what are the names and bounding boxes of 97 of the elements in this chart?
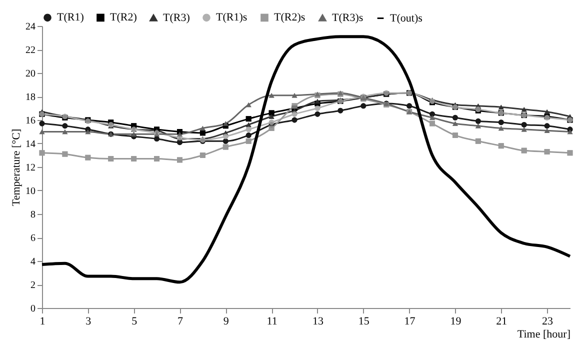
y-axis-title: Temperature [°C] [10, 128, 22, 206]
point [360, 103, 366, 109]
point [200, 130, 206, 136]
point [222, 138, 228, 144]
y-tick-label: 8 [30, 210, 36, 220]
point [430, 120, 435, 126]
point [246, 132, 252, 138]
point [131, 156, 137, 162]
point [475, 118, 481, 124]
point [498, 120, 504, 126]
point [521, 122, 527, 128]
point [268, 114, 274, 119]
point [292, 92, 298, 98]
x-tick-label: 3 [86, 316, 92, 328]
point [475, 124, 481, 128]
point [292, 103, 298, 109]
y-tick-label: 4 [30, 256, 36, 268]
point [521, 148, 527, 154]
point [200, 126, 206, 131]
point [314, 111, 320, 117]
point [246, 122, 252, 128]
point [430, 115, 435, 120]
point [108, 156, 114, 162]
point [62, 129, 68, 134]
point [85, 154, 91, 160]
point [314, 98, 320, 104]
y-tick-label: 16 [26, 116, 36, 126]
y-tick-label: 0 [30, 304, 36, 314]
legend-label: T(R1)s [216, 12, 248, 24]
x-tick-label: 15 [358, 316, 370, 328]
point [268, 92, 274, 98]
legend-label: T(R3)s [332, 12, 364, 24]
y-tick-label: 22 [26, 45, 36, 56]
point [177, 157, 182, 163]
point [222, 134, 228, 140]
point [246, 116, 252, 122]
legend-label: T(out)s [390, 12, 422, 24]
point [338, 108, 344, 114]
point [154, 136, 160, 142]
y-tick-label: 20 [26, 68, 36, 80]
point [521, 127, 527, 132]
point [39, 129, 45, 134]
point [567, 150, 573, 156]
x-axis-title: Time [hour] [517, 328, 570, 340]
y-tick-label: 18 [26, 92, 36, 103]
point [498, 143, 504, 149]
point [544, 128, 550, 133]
point [567, 129, 573, 134]
point [39, 120, 45, 126]
point [544, 109, 550, 114]
point [222, 144, 228, 150]
y-tick-label: 2 [30, 280, 36, 291]
point [222, 121, 228, 126]
x-tick-label: 13 [312, 316, 324, 328]
point [498, 126, 504, 131]
point [62, 123, 68, 129]
point [200, 152, 206, 158]
point [430, 111, 435, 117]
x-tick-label: 7 [177, 316, 184, 328]
point [246, 138, 252, 144]
point [246, 126, 252, 132]
point [268, 125, 274, 131]
x-tick-label: 23 [542, 316, 554, 328]
x-tick-label: 5 [132, 316, 138, 328]
x-tick-label: 1 [40, 316, 46, 328]
x-tick-label: 19 [450, 316, 462, 328]
point [85, 129, 91, 134]
x-tick-label: 17 [404, 316, 416, 328]
point [452, 114, 458, 120]
point [177, 132, 182, 136]
point [314, 106, 320, 111]
point [268, 110, 274, 116]
y-tick-label: 12 [26, 162, 36, 174]
x-tick-label: 21 [496, 316, 508, 328]
x-tick-label: 11 [266, 316, 278, 328]
y-tick-label: 24 [26, 22, 36, 32]
point [292, 111, 298, 117]
point [131, 132, 137, 136]
x-tick-label: 9 [223, 316, 230, 328]
point [544, 148, 550, 154]
point [544, 123, 550, 129]
point [521, 107, 527, 112]
legend-label: T(R2)s [274, 12, 306, 24]
legend-label: T(R2) [110, 12, 138, 24]
point [406, 103, 412, 109]
legend-label: T(R3) [163, 12, 190, 24]
line-series [40, 35, 572, 284]
y-tick-label: 6 [30, 233, 36, 244]
point [452, 121, 458, 126]
legend-label: T(R1) [57, 12, 84, 24]
point [292, 117, 298, 123]
point [62, 151, 68, 157]
y-tick-label: 14 [26, 139, 36, 150]
point [39, 150, 45, 156]
y-tick-label: 10 [26, 186, 36, 197]
point [475, 138, 481, 144]
point [498, 104, 504, 110]
